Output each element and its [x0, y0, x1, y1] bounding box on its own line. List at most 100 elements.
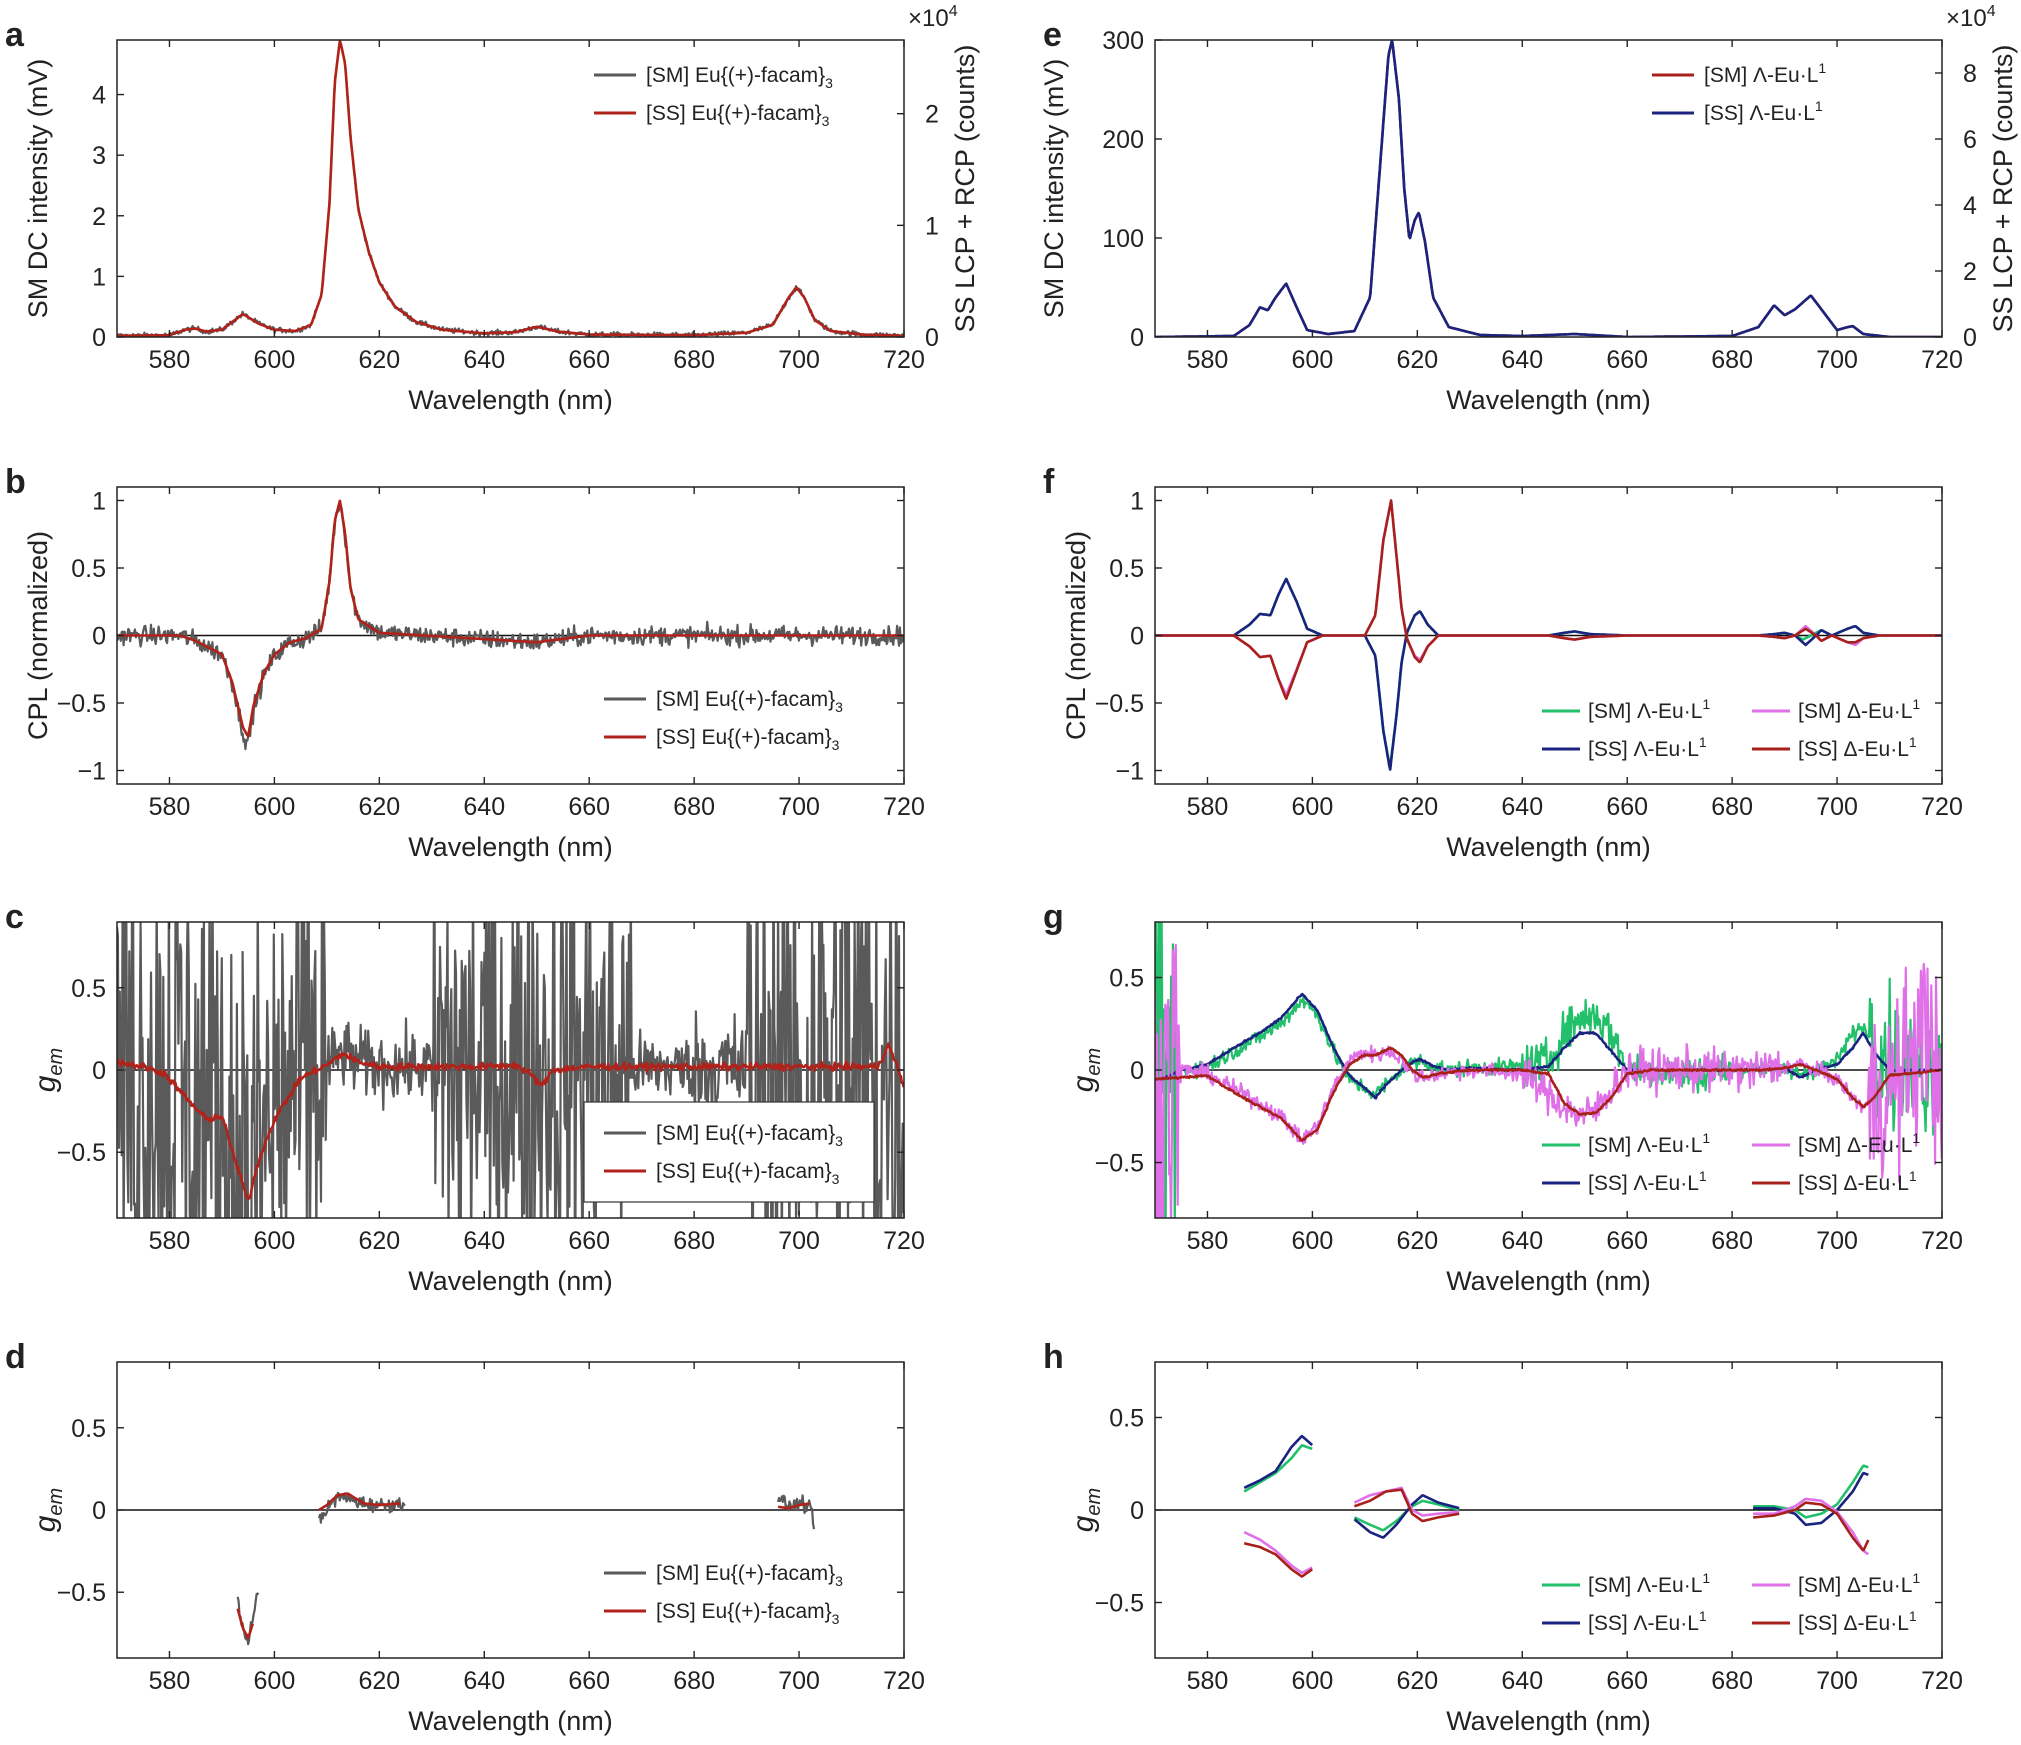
- y-axis-label: CPL (normalized): [1061, 531, 1091, 740]
- series-line-3-seg1: [1243, 1531, 1313, 1575]
- legend: [SM] Eu{(+)-facam}3 [SS] Eu{(+)-facam}3: [594, 64, 833, 129]
- y-tick-label: −0.5: [57, 690, 106, 718]
- x-tick-label: 720: [883, 1667, 925, 1695]
- legend: [SM] Λ-Eu·L1 [SM] Δ-Eu·L1 [SS] Λ-Eu·L1 [SS]…: [1542, 1130, 1920, 1195]
- series-line-1: [117, 922, 904, 1218]
- x-tick-label: 680: [1711, 346, 1753, 374]
- x-tick-label: 680: [1711, 1667, 1753, 1695]
- y-tick-label: 4: [92, 82, 106, 110]
- x-tick-label: 720: [1921, 1227, 1963, 1255]
- series-line-1: [117, 502, 904, 751]
- y-axis-label: SM DC intensity (mV): [23, 59, 53, 319]
- x-tick-label: 640: [463, 1227, 505, 1255]
- x-tick-label: 660: [1606, 1667, 1648, 1695]
- x-tick-label: 600: [254, 1227, 296, 1255]
- x-axis-label: Wavelength (nm): [408, 832, 613, 862]
- x-tick-label: 580: [149, 793, 191, 821]
- panel-letter: h: [1043, 1338, 1064, 1376]
- series-line-2-seg2: [318, 1492, 401, 1512]
- y2-tick-label: 4: [1963, 192, 1977, 220]
- series-line-4-seg3: [1752, 1501, 1870, 1552]
- series-line-3-seg3: [1752, 1497, 1870, 1556]
- series-line-2: [1155, 40, 1942, 337]
- x-tick-label: 600: [1292, 1667, 1334, 1695]
- series-line-2: [117, 1042, 904, 1201]
- y-tick-label: 0.5: [1109, 555, 1144, 583]
- series-line-2-seg1: [1243, 1434, 1314, 1489]
- x-tick-label: 640: [1501, 1667, 1543, 1695]
- legend-label: [SM] Λ-Eu·L1: [1704, 60, 1826, 87]
- x-tick-label: 720: [883, 793, 925, 821]
- x-tick-label: 660: [568, 1227, 610, 1255]
- y-axis-label: CPL (normalized): [23, 531, 53, 740]
- series-line-1-seg1: [1243, 1444, 1313, 1493]
- panel-letter: d: [5, 1338, 26, 1376]
- y2-tick-label: 8: [1963, 60, 1977, 88]
- y2-tick-label: 6: [1963, 126, 1977, 154]
- y-axis-label: gem: [29, 1048, 67, 1092]
- x-tick-label: 620: [358, 793, 400, 821]
- series-line-4: [1155, 1046, 1942, 1142]
- x-tick-label: 700: [778, 346, 820, 374]
- y-tick-label: −0.5: [1095, 690, 1144, 718]
- y2-tick-label: 0: [1963, 324, 1977, 352]
- y-tick-label: 0: [1130, 1057, 1144, 1085]
- panel-g: 580 600 620 640 660 680 700 720 Wavelength (nm) −…: [1043, 898, 1963, 1296]
- y-tick-label: 100: [1102, 225, 1144, 253]
- panel-letter: a: [5, 16, 25, 54]
- legend: [SM] Λ-Eu·L1 [SM] Δ-Eu·L1 [SS] Λ-Eu·L1 [SS]…: [1542, 1570, 1920, 1635]
- y2-axis-label: SS LCP + RCP (counts): [950, 45, 980, 333]
- x-tick-label: 640: [463, 346, 505, 374]
- legend-label: [SM] Eu{(+)-facam}3: [646, 64, 833, 91]
- y-tick-label: 1: [92, 488, 106, 516]
- legend-label: [SM] Λ-Eu·L1: [1588, 1570, 1710, 1597]
- y-tick-label: −1: [77, 758, 106, 786]
- x-tick-label: 600: [1292, 346, 1334, 374]
- y2-axis-label: SS LCP + RCP (counts): [1988, 45, 2018, 333]
- x-tick-label: 600: [254, 1667, 296, 1695]
- x-tick-label: 660: [1606, 346, 1648, 374]
- x-tick-label: 700: [1816, 346, 1858, 374]
- x-tick-label: 660: [1606, 793, 1648, 821]
- y-axis-label: SM DC intensity (mV): [1039, 59, 1069, 319]
- y-tick-label: −0.5: [1095, 1590, 1144, 1618]
- series-line-2: [117, 40, 904, 337]
- x-axis-label: Wavelength (nm): [408, 1706, 613, 1736]
- legend-label: [SM] Δ-Eu·L1: [1798, 1130, 1920, 1157]
- legend-box: [583, 1101, 875, 1203]
- y-axis-label: gem: [29, 1488, 67, 1532]
- x-tick-label: 700: [778, 1227, 820, 1255]
- x-axis-label: Wavelength (nm): [408, 385, 613, 415]
- y-tick-label: 0: [92, 324, 106, 352]
- legend-label: [SS] Λ-Eu·L1: [1588, 1168, 1707, 1195]
- x-axis-label: Wavelength (nm): [1446, 832, 1651, 862]
- x-tick-label: 680: [673, 346, 715, 374]
- legend-label: [SS] Λ-Eu·L1: [1588, 734, 1707, 761]
- x-tick-label: 720: [1921, 1667, 1963, 1695]
- legend: [SM] Λ-Eu·L1 [SM] Δ-Eu·L1 [SS] Λ-Eu·L1 [SS]…: [1542, 696, 1920, 761]
- panel-letter: g: [1043, 898, 1064, 936]
- y-tick-label: 200: [1102, 126, 1144, 154]
- x-tick-label: 680: [673, 1227, 715, 1255]
- x-tick-label: 660: [568, 793, 610, 821]
- y2-tick-label: 2: [925, 101, 939, 129]
- legend-label: [SS] Eu{(+)-facam}3: [656, 1600, 840, 1627]
- plot-frame: [1154, 39, 1943, 338]
- x-axis-label: Wavelength (nm): [408, 1266, 613, 1296]
- x-axis-label: Wavelength (nm): [1446, 1706, 1651, 1736]
- x-tick-label: 580: [149, 1227, 191, 1255]
- legend-label: [SS] Λ-Eu·L1: [1588, 1608, 1707, 1635]
- x-tick-label: 580: [149, 346, 191, 374]
- x-tick-label: 600: [254, 793, 296, 821]
- y2-tick-label: 0: [925, 324, 939, 352]
- x-tick-label: 600: [254, 346, 296, 374]
- legend-label: [SM] Eu{(+)-facam}3: [656, 1122, 843, 1149]
- x-axis-label: Wavelength (nm): [1446, 385, 1651, 415]
- y-tick-label: −1: [1115, 758, 1144, 786]
- y-tick-label: −0.5: [1095, 1150, 1144, 1178]
- series-line-1-seg3: [777, 1494, 816, 1530]
- x-tick-label: 720: [883, 1227, 925, 1255]
- y-tick-label: 300: [1102, 27, 1144, 55]
- x-tick-label: 640: [1501, 346, 1543, 374]
